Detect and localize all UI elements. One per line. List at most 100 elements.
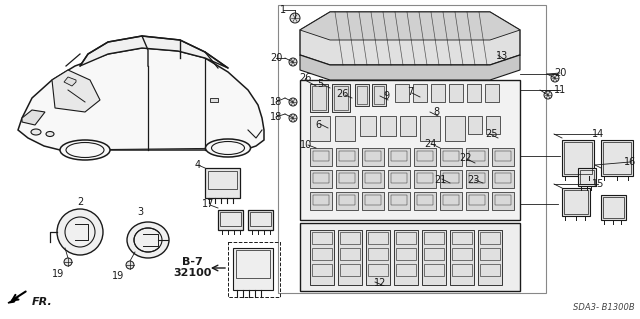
Bar bbox=[445, 116, 465, 141]
Bar bbox=[394, 230, 418, 285]
Ellipse shape bbox=[60, 140, 110, 160]
Bar bbox=[466, 192, 488, 210]
Text: 6: 6 bbox=[315, 120, 321, 130]
Text: 23: 23 bbox=[467, 175, 479, 185]
Bar bbox=[452, 232, 472, 244]
Bar bbox=[486, 116, 500, 134]
Text: B-7: B-7 bbox=[182, 257, 202, 267]
Bar bbox=[365, 151, 381, 161]
Bar bbox=[340, 232, 360, 244]
Text: 20: 20 bbox=[270, 53, 282, 63]
Ellipse shape bbox=[205, 139, 250, 157]
Bar bbox=[338, 230, 362, 285]
Bar bbox=[440, 192, 462, 210]
Bar bbox=[395, 84, 409, 102]
Bar bbox=[360, 116, 376, 136]
Bar bbox=[495, 195, 511, 205]
Bar bbox=[339, 173, 355, 183]
Bar bbox=[417, 195, 433, 205]
Bar bbox=[372, 84, 386, 106]
Text: 18: 18 bbox=[270, 112, 282, 122]
Bar bbox=[313, 173, 329, 183]
Text: 32100: 32100 bbox=[173, 268, 211, 278]
Bar bbox=[480, 232, 500, 244]
Bar bbox=[362, 148, 384, 166]
Text: 2: 2 bbox=[77, 197, 83, 207]
Bar bbox=[469, 195, 485, 205]
Polygon shape bbox=[80, 36, 228, 68]
Text: 15: 15 bbox=[592, 179, 604, 189]
Text: 12: 12 bbox=[374, 278, 386, 288]
Bar bbox=[339, 151, 355, 161]
Polygon shape bbox=[8, 297, 18, 303]
Bar bbox=[368, 232, 388, 244]
Circle shape bbox=[126, 261, 134, 269]
Bar bbox=[480, 248, 500, 260]
Polygon shape bbox=[300, 55, 520, 80]
Bar bbox=[452, 248, 472, 260]
Text: 11: 11 bbox=[554, 85, 566, 95]
Text: 26: 26 bbox=[336, 89, 348, 99]
Text: 17: 17 bbox=[202, 199, 214, 209]
Bar bbox=[388, 170, 410, 188]
Bar bbox=[469, 151, 485, 161]
Bar bbox=[208, 171, 237, 189]
Bar bbox=[332, 84, 350, 112]
Bar bbox=[603, 197, 624, 218]
Polygon shape bbox=[64, 77, 76, 86]
Bar bbox=[366, 230, 390, 285]
Text: 19: 19 bbox=[112, 271, 124, 281]
Bar bbox=[312, 264, 332, 276]
Bar bbox=[562, 188, 590, 216]
Bar bbox=[480, 264, 500, 276]
Text: 8: 8 bbox=[433, 107, 439, 117]
Bar bbox=[564, 142, 592, 174]
Bar bbox=[564, 190, 588, 214]
Bar bbox=[388, 148, 410, 166]
Bar bbox=[228, 242, 280, 297]
Bar bbox=[424, 248, 444, 260]
Text: 21: 21 bbox=[434, 175, 446, 185]
Bar bbox=[312, 248, 332, 260]
Bar bbox=[478, 230, 502, 285]
Bar bbox=[340, 264, 360, 276]
Bar bbox=[422, 230, 446, 285]
Bar bbox=[417, 151, 433, 161]
Bar bbox=[218, 210, 243, 230]
Bar bbox=[310, 192, 332, 210]
Bar bbox=[310, 84, 328, 112]
Bar bbox=[492, 170, 514, 188]
Text: 1: 1 bbox=[280, 5, 286, 15]
Bar bbox=[339, 195, 355, 205]
Bar bbox=[391, 195, 407, 205]
Bar bbox=[601, 195, 626, 220]
Bar bbox=[220, 212, 241, 226]
Bar bbox=[413, 84, 427, 102]
Bar bbox=[449, 84, 463, 102]
Bar bbox=[417, 173, 433, 183]
Bar bbox=[601, 140, 633, 176]
Bar bbox=[400, 116, 416, 136]
Text: 7: 7 bbox=[407, 87, 413, 97]
Bar bbox=[368, 248, 388, 260]
Bar bbox=[250, 212, 271, 226]
Bar bbox=[485, 84, 499, 102]
Bar bbox=[374, 86, 384, 104]
Circle shape bbox=[544, 91, 552, 99]
Polygon shape bbox=[300, 12, 520, 65]
Text: 4: 4 bbox=[195, 160, 201, 170]
Bar bbox=[580, 170, 594, 184]
Bar bbox=[396, 248, 416, 260]
Bar bbox=[414, 148, 436, 166]
Circle shape bbox=[64, 258, 72, 266]
Text: 13: 13 bbox=[496, 51, 508, 61]
Bar bbox=[336, 148, 358, 166]
Bar bbox=[603, 142, 631, 174]
Bar bbox=[355, 84, 369, 106]
Bar bbox=[335, 116, 355, 141]
Bar bbox=[467, 84, 481, 102]
Ellipse shape bbox=[127, 222, 169, 258]
Bar bbox=[380, 116, 396, 136]
Bar bbox=[468, 116, 482, 134]
Bar bbox=[469, 173, 485, 183]
